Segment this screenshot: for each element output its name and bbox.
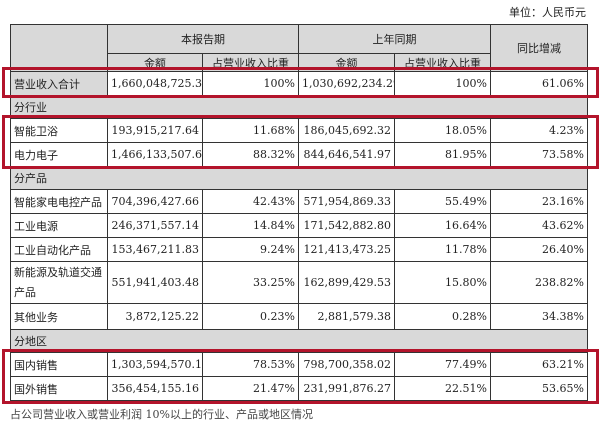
unit-label: 单位：人民币元 [509,6,586,19]
prev-pct-cell: 16.64% [394,213,491,238]
current-share: 100% [202,71,299,96]
cur-amt-cell: 704,396,427.66 [107,189,203,214]
table-row: 工业自动化产品 153,467,211.83 9.24% 121,413,473.25… [10,237,588,262]
highlight-box-region [2,349,599,404]
table-row: 国外销售 356,454,155.16 21.47% 231,991,876.27 22… [10,376,588,401]
prev-amt-cell: 844,646,541.97 [298,142,395,167]
highlight-box-total [2,67,599,98]
prev-pct-cell: 0.28% [394,303,491,330]
cur-pct-cell: 88.32% [202,142,299,167]
cur-amt-cell: 551,941,403.48 [107,261,203,304]
header-blank [10,24,108,72]
prev-amt-cell: 121,413,473.25 [298,237,395,262]
prev-pct-cell: 55.49% [394,189,491,214]
yoy-cell: 53.65% [490,376,588,401]
yoy-cell: 63.21% [490,352,588,377]
cur-amt-cell: 246,371,557.14 [107,213,203,238]
cur-pct-cell: 0.23% [202,303,299,330]
table-row: 电力电子 1,466,133,507.69 88.32% 844,646,541.97… [10,142,588,167]
prev-pct-cell: 81.95% [394,142,491,167]
highlight-box-industry [2,115,599,169]
prior-amount: 1,030,692,234.29 [298,71,395,96]
row-label: 国外销售 [10,376,108,401]
revenue-table: 本报告期 上年同期 同比增减 金额 占营业收入比重 金额 占营业收入比重 营业收… [10,24,588,401]
table-row: 新能源及轨道交通产品 551,941,403.48 33.25% 162,899,42… [10,261,588,304]
header-row-1: 本报告期 上年同期 同比增减 [10,24,588,72]
prev-amt-cell: 186,045,692.32 [298,118,395,143]
prev-amt-cell: 798,700,358.02 [298,352,395,377]
row-label: 新能源及轨道交通产品 [10,261,108,304]
row-label: 其他业务 [10,303,108,330]
row-label: 工业自动化产品 [10,237,108,262]
yoy-cell: 34.38% [490,303,588,330]
header-yoy: 同比增减 [490,24,588,72]
prev-amt-cell: 2,881,579.38 [298,303,395,330]
yoy-cell: 26.40% [490,237,588,262]
yoy-cell: 23.16% [490,189,588,214]
cur-pct-cell: 42.43% [202,189,299,214]
prev-pct-cell: 22.51% [394,376,491,401]
cur-amt-cell: 153,467,211.83 [107,237,203,262]
prev-pct-cell: 15.80% [394,261,491,304]
cur-pct-cell: 21.47% [202,376,299,401]
cur-pct-cell: 33.25% [202,261,299,304]
table-row: 智能家电电控产品 704,396,427.66 42.43% 571,954,869.… [10,189,588,214]
yoy-cell: 43.62% [490,213,588,238]
cur-amt-cell: 193,915,217.64 [107,118,203,143]
table-row: 其他业务 3,872,125.22 0.23% 2,881,579.38 0.28% 34… [10,303,588,330]
yoy-cell: 238.82% [490,261,588,304]
cur-pct-cell: 9.24% [202,237,299,262]
cur-amt-cell: 356,454,155.16 [107,376,203,401]
cur-pct-cell: 14.84% [202,213,299,238]
row-label: 智能卫浴 [10,118,108,143]
cur-pct-cell: 78.53% [202,352,299,377]
row-label: 智能家电电控产品 [10,189,108,214]
prev-pct-cell: 18.05% [394,118,491,143]
table-row: 工业电源 246,371,557.14 14.84% 171,542,882.80 16… [10,213,588,238]
footnote: 占公司营业收入或营业利润 10%以上的行业、产品或地区情况 [10,408,313,421]
row-label: 营业收入合计 [10,71,108,96]
row-label: 工业电源 [10,213,108,238]
header-prior-period: 上年同期 [298,24,491,54]
prev-amt-cell: 171,542,882.80 [298,213,395,238]
header-current-period: 本报告期 [107,24,299,54]
yoy-cell: 4.23% [490,118,588,143]
prev-amt-cell: 231,991,876.27 [298,376,395,401]
section-row: 分产品 [10,166,588,190]
section-title: 分产品 [10,166,588,190]
prev-amt-cell: 571,954,869.33 [298,189,395,214]
table-row: 国内销售 1,303,594,570.17 78.53% 798,700,358.02… [10,352,588,377]
current-amount: 1,660,048,725.33 [107,71,203,96]
prev-amt-cell: 162,899,429.53 [298,261,395,304]
cur-amt-cell: 1,466,133,507.69 [107,142,203,167]
cur-amt-cell: 3,872,125.22 [107,303,203,330]
prev-pct-cell: 11.78% [394,237,491,262]
